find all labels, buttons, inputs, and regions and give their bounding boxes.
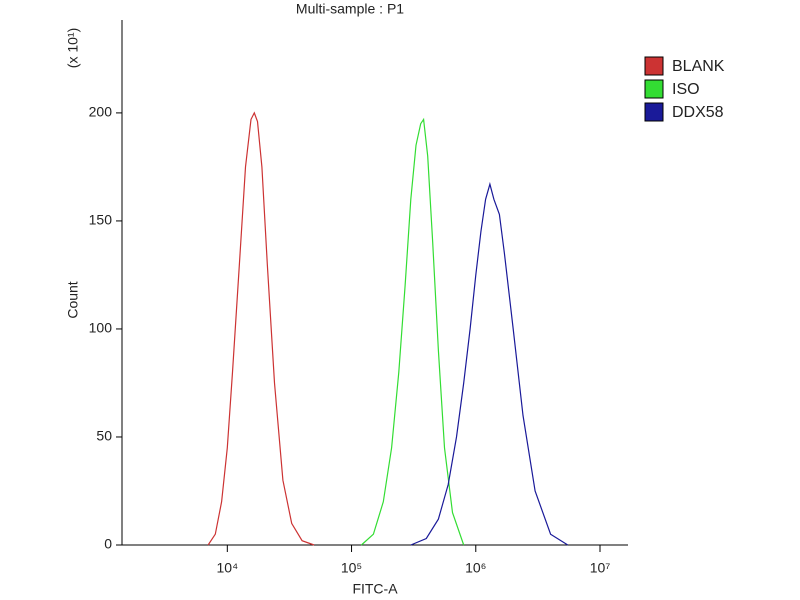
x-tick-label: 10⁴	[217, 560, 239, 576]
y-tick-label: 100	[89, 320, 113, 336]
x-tick-label: 10⁶	[465, 560, 486, 576]
series-line	[410, 181, 569, 546]
y-tick-label: 50	[96, 428, 112, 444]
legend-label: ISO	[672, 81, 700, 98]
y-tick-label: 0	[104, 536, 112, 552]
series-line	[207, 111, 315, 546]
x-tick-label: 10⁷	[590, 560, 611, 576]
y-tick-label: 200	[89, 104, 113, 120]
y-tick-label: 150	[89, 212, 113, 228]
x-tick-label: 10⁵	[341, 560, 362, 576]
x-axis-label: FITC-A	[352, 581, 398, 597]
series-line	[360, 117, 465, 546]
legend-swatch	[644, 102, 664, 122]
y-axis-label: Count	[65, 281, 81, 318]
chart-title: Multi-sample : P1	[296, 1, 404, 17]
legend-label: DDX58	[672, 104, 724, 121]
legend-swatch	[644, 79, 664, 99]
legend-swatch	[644, 56, 664, 76]
legend-label: BLANK	[672, 58, 725, 75]
y-multiplier: (x 10¹)	[65, 28, 81, 68]
